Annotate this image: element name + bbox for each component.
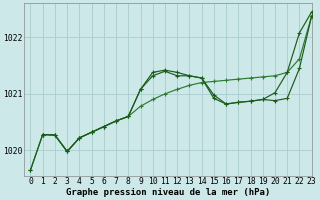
X-axis label: Graphe pression niveau de la mer (hPa): Graphe pression niveau de la mer (hPa)	[66, 188, 270, 197]
